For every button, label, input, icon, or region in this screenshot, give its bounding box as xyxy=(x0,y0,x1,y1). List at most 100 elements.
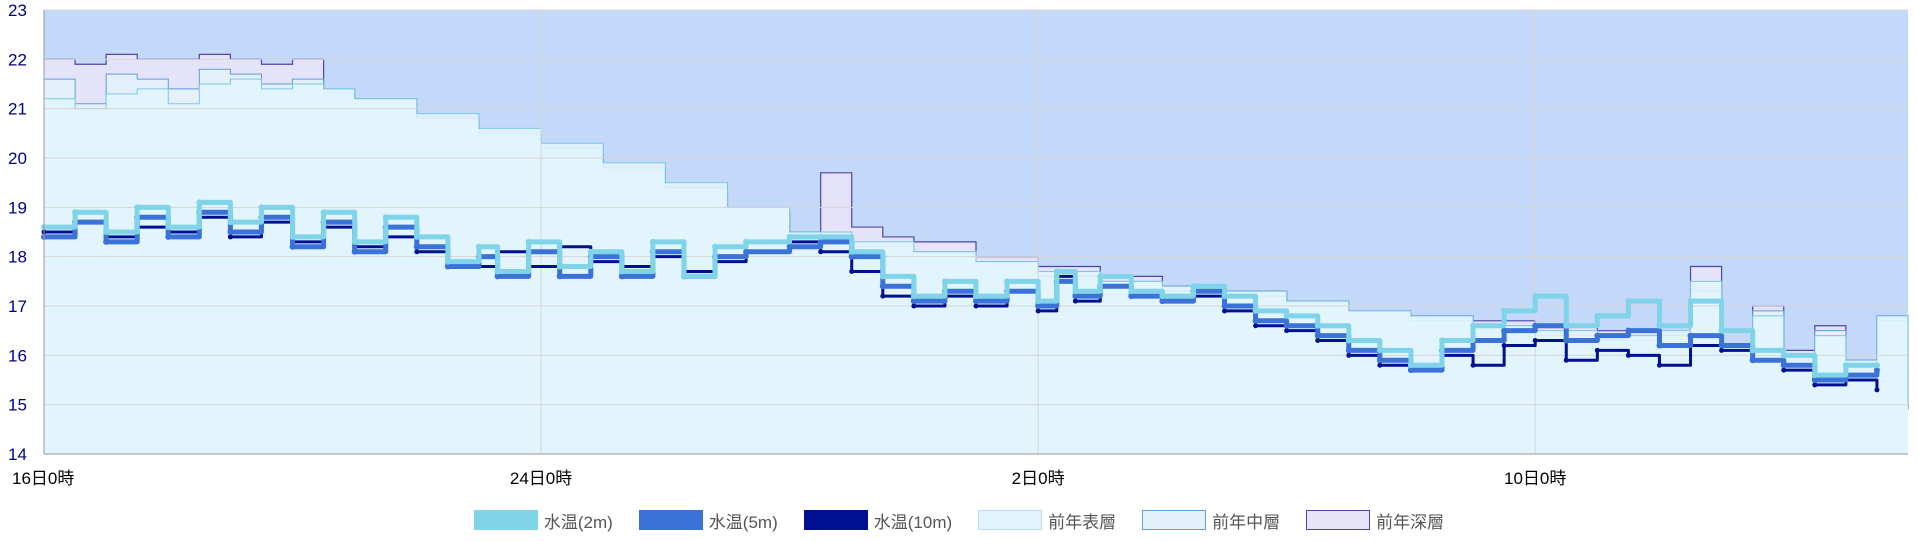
series-point-0 xyxy=(1072,288,1079,295)
series-point-2 xyxy=(1315,338,1321,344)
series-point-1 xyxy=(879,283,886,290)
series-point-2 xyxy=(1874,387,1880,393)
series-point-2 xyxy=(1719,347,1725,353)
series-point-1 xyxy=(1376,357,1383,364)
series-point-1 xyxy=(1221,303,1228,309)
series-point-0 xyxy=(1283,312,1290,319)
legend-item-prev-middle[interactable]: 前年中層 xyxy=(1142,508,1280,533)
series-point-0 xyxy=(1345,337,1352,344)
series-point-0 xyxy=(1252,307,1259,314)
legend-item-temp-5m[interactable]: 水温(5m) xyxy=(638,508,778,533)
series-point-1 xyxy=(227,229,234,235)
series-point-0 xyxy=(1097,273,1104,280)
series-point-1 xyxy=(1532,322,1539,329)
series-point-0 xyxy=(1314,322,1321,329)
series-point-0 xyxy=(494,268,501,275)
series-point-1 xyxy=(289,243,296,250)
series-point-0 xyxy=(320,209,327,216)
y-tick-label: 23 xyxy=(8,1,27,20)
series-point-1 xyxy=(1563,337,1570,344)
series-point-1 xyxy=(556,273,563,280)
y-tick-label: 19 xyxy=(8,198,27,217)
series-point-1 xyxy=(618,273,625,280)
series-point-0 xyxy=(1159,293,1166,300)
series-point-0 xyxy=(525,238,532,245)
series-point-0 xyxy=(786,233,793,240)
x-tick-label: 16日0時 xyxy=(12,469,74,488)
series-point-2 xyxy=(1470,362,1476,368)
legend-label-prev-middle: 前年中層 xyxy=(1212,512,1281,532)
legend-item-prev-deep[interactable]: 前年深層 xyxy=(1306,508,1444,533)
series-point-1 xyxy=(1345,347,1352,354)
series-point-2 xyxy=(1346,352,1352,358)
series-point-0 xyxy=(817,233,824,240)
legend-label-temp-2m: 水温(2m) xyxy=(543,512,613,532)
series-point-0 xyxy=(1625,298,1632,305)
series-point-1 xyxy=(1283,322,1290,329)
series-point-0 xyxy=(351,238,358,245)
legend-swatch-prev-surface xyxy=(978,510,1043,530)
series-point-0 xyxy=(72,209,79,216)
legend-label-prev-surface: 前年表層 xyxy=(1048,512,1117,532)
series-point-1 xyxy=(351,248,358,255)
series-point-0 xyxy=(382,214,389,221)
series-point-2 xyxy=(1781,367,1787,373)
series-point-2 xyxy=(818,249,824,255)
series-point-1 xyxy=(910,298,917,305)
x-tick-label: 2日0時 xyxy=(1012,469,1065,488)
series-point-1 xyxy=(1159,298,1166,305)
series-point-1 xyxy=(444,263,451,270)
y-tick-label: 21 xyxy=(8,100,27,119)
legend-item-temp-2m[interactable]: 水温(2m) xyxy=(473,508,613,533)
series-point-0 xyxy=(1780,352,1787,359)
series-point-0 xyxy=(1439,337,1445,344)
legend-item-prev-surface[interactable]: 前年表層 xyxy=(978,508,1116,533)
y-tick-label: 15 xyxy=(8,396,27,415)
series-point-2 xyxy=(1377,362,1383,368)
legend: 水温(2m) 水温(5m) 水温(10m) 前年表層 前年中層 前年深層 xyxy=(0,502,1918,538)
series-point-1 xyxy=(1656,342,1663,349)
series-point-2 xyxy=(414,249,420,255)
series-point-0 xyxy=(1053,268,1060,275)
series-point-1 xyxy=(817,238,824,245)
series-point-0 xyxy=(1687,298,1694,305)
series-point-1 xyxy=(1873,367,1880,374)
series-point-2 xyxy=(880,293,886,299)
series-point-0 xyxy=(587,248,594,255)
series-point-2 xyxy=(1222,308,1228,314)
series-point-0 xyxy=(973,293,979,300)
legend-swatch-prev-deep xyxy=(1306,510,1371,530)
legend-swatch-temp-5m xyxy=(638,510,703,530)
series-point-0 xyxy=(289,233,296,240)
series-point-0 xyxy=(910,293,917,300)
y-tick-label: 17 xyxy=(8,297,27,316)
series-point-1 xyxy=(743,248,750,255)
series-point-0 xyxy=(196,199,203,206)
series-point-1 xyxy=(1252,317,1259,324)
series-point-0 xyxy=(1407,362,1414,369)
legend-item-temp-10m[interactable]: 水温(10m) xyxy=(803,508,952,533)
series-point-1 xyxy=(1687,332,1694,339)
legend-label-prev-deep: 前年深層 xyxy=(1376,512,1445,532)
series-point-0 xyxy=(1811,372,1818,379)
legend-swatch-temp-2m xyxy=(473,510,538,530)
series-point-0 xyxy=(1501,307,1508,314)
series-point-0 xyxy=(413,233,420,240)
series-point-0 xyxy=(1842,362,1849,369)
series-point-2 xyxy=(849,268,855,274)
y-tick-label: 22 xyxy=(8,50,27,69)
series-point-0 xyxy=(444,258,451,265)
series-point-0 xyxy=(649,238,656,245)
series-point-0 xyxy=(1873,362,1880,369)
series-point-0 xyxy=(848,248,855,255)
area-line-5 xyxy=(44,53,1909,410)
series-point-0 xyxy=(1749,347,1756,354)
series-point-1 xyxy=(1314,332,1321,339)
series-point-0 xyxy=(680,273,687,280)
current-year-lines xyxy=(41,199,1880,393)
series-point-2 xyxy=(911,303,917,309)
series-point-2 xyxy=(1253,323,1259,329)
series-point-0 xyxy=(1718,327,1725,334)
series-point-2 xyxy=(1532,338,1538,344)
series-point-0 xyxy=(1470,322,1477,329)
